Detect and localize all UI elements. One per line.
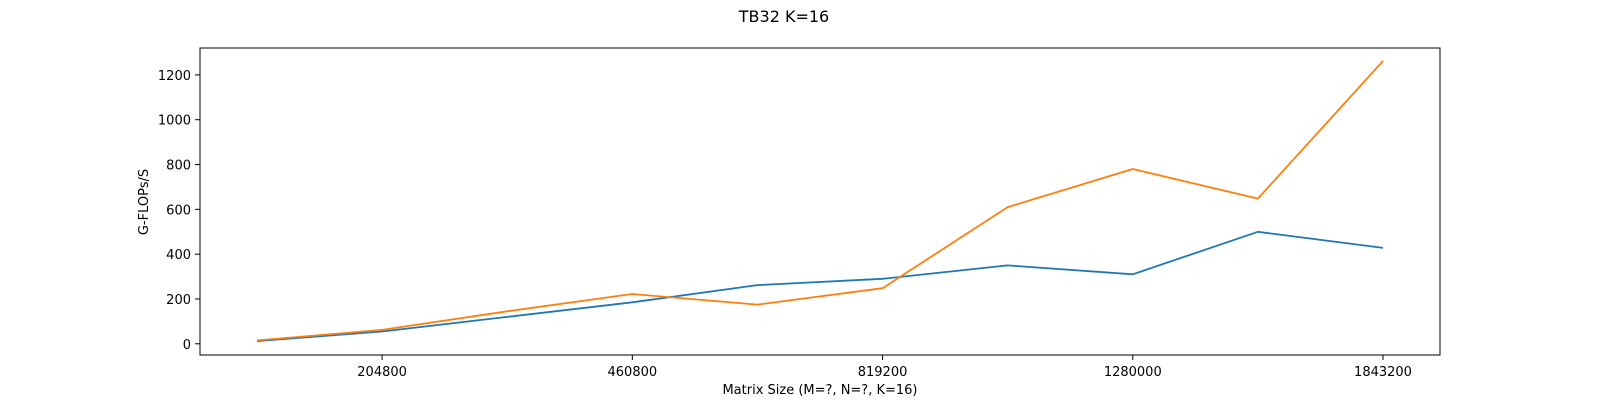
y-tick-label: 400 (166, 248, 191, 263)
y-tick-label: 1200 (158, 69, 191, 84)
x-tick-label: 1843200 (1354, 365, 1412, 380)
x-axis: 204800 460800 819200 1280000 1843200 (357, 355, 1412, 380)
y-axis-label: G-FLOPs/S (137, 169, 152, 235)
series-line-2 (256, 60, 1384, 342)
x-tick-label: 1280000 (1104, 365, 1162, 380)
y-axis: 0 200 400 600 800 1000 1200 (158, 69, 200, 353)
x-tick-label: 460800 (608, 365, 658, 380)
chart-title: TB32 K=16 (738, 7, 829, 26)
y-tick-label: 800 (166, 159, 191, 174)
y-tick-label: 1000 (158, 114, 191, 129)
x-axis-label: Matrix Size (M=?, N=?, K=16) (722, 383, 917, 398)
series-line-1 (256, 230, 1384, 342)
y-tick-label: 0 (183, 338, 191, 353)
x-tick-label: 819200 (858, 365, 908, 380)
plot-area (199, 47, 1441, 356)
y-tick-label: 200 (166, 293, 191, 308)
y-tick-label: 600 (166, 203, 191, 218)
x-tick-label: 204800 (357, 365, 407, 380)
series-lines (256, 60, 1384, 342)
